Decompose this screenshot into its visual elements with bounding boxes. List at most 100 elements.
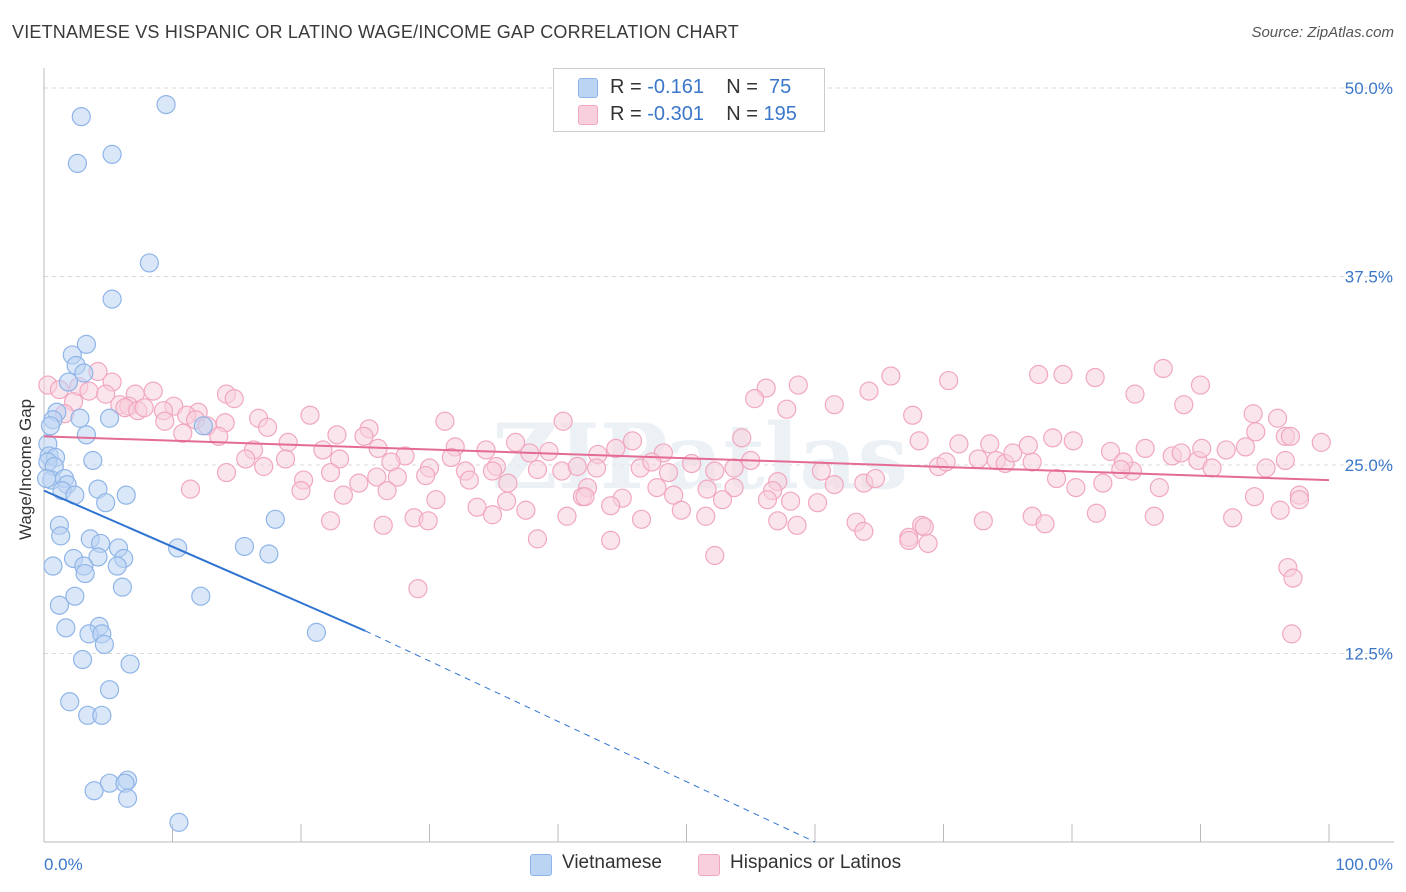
hispanic-point (724, 478, 744, 498)
hispanic-point (1244, 487, 1265, 507)
vietnamese-point (96, 493, 116, 513)
hispanic-point (968, 449, 988, 469)
vietnamese-point (40, 416, 61, 436)
vietnamese-point (169, 812, 189, 832)
hispanic-point (387, 467, 407, 487)
hispanic-point (1022, 452, 1042, 472)
legend-text-hispanics: R = -0.301 N = 195 (610, 103, 797, 126)
hispanic-point (567, 456, 587, 477)
series-legend: Vietnamese Hispanics or Latinos (0, 850, 1406, 880)
hispanic-point (209, 426, 229, 446)
r-label: R = (610, 103, 648, 125)
legend-label-hispanics: Hispanics or Latinos (730, 852, 902, 873)
hispanics-swatch (578, 105, 598, 125)
hispanic-point (1093, 473, 1113, 493)
vietnamese-point (70, 408, 90, 428)
vietnamese-swatch (530, 854, 552, 876)
hispanic-point (278, 432, 298, 452)
hispanic-point (1270, 500, 1290, 520)
hispanic-point (757, 490, 778, 510)
vietnamese-point (116, 485, 136, 505)
hispanic-point (854, 521, 874, 541)
hispanic-point (300, 405, 320, 425)
vietnamese-point (74, 363, 94, 383)
hispanic-point (441, 447, 461, 468)
hispanic-point (939, 370, 959, 391)
vietnamese-point (51, 526, 71, 546)
hispanic-point (1063, 431, 1083, 451)
hispanic-point (418, 511, 438, 531)
hispanic-point (811, 461, 832, 481)
hispanic-point (606, 438, 626, 459)
vietnamese-point (49, 595, 70, 615)
vietnamese-point (306, 622, 327, 642)
hispanic-point (918, 533, 938, 554)
vietnamese-point (259, 544, 279, 564)
r-value: -0.161 (647, 76, 704, 98)
hispanic-point (914, 517, 934, 537)
hispanic-point (96, 384, 116, 404)
hispanic-point (320, 511, 341, 531)
hispanic-point (705, 545, 725, 566)
x-tick-label: 0.0% (44, 855, 83, 874)
vietnamese-point (265, 509, 285, 529)
hispanic-point (516, 500, 536, 520)
r-label: R = (610, 76, 648, 98)
vietnamese-point (58, 372, 79, 392)
hispanic-point (671, 500, 691, 520)
hispanic-point (527, 459, 548, 480)
vietnamese-point (76, 425, 97, 445)
hispanic-point (1216, 440, 1236, 460)
x-tick-label: 100.0% (1335, 855, 1393, 874)
hispanic-point (899, 530, 919, 551)
hispanic-point (1100, 441, 1121, 462)
vietnamese-point (83, 450, 103, 471)
hispanic-point (367, 467, 387, 487)
vietnamese-point (234, 536, 255, 557)
n-value: 195 (763, 103, 797, 125)
hispanic-point (1135, 438, 1155, 459)
vietnamese-point (102, 144, 122, 164)
hispanic-point (865, 468, 885, 489)
vietnamese-trendline-extension (365, 630, 816, 843)
hispanic-point (467, 497, 487, 517)
hispanic-point (459, 470, 479, 490)
vietnamese-point (72, 649, 93, 670)
hispanic-point (1111, 459, 1131, 480)
hispanic-point (327, 425, 347, 445)
hispanic-point (859, 381, 879, 401)
hispanic-point (1283, 568, 1303, 588)
hispanic-point (79, 381, 99, 401)
hispanic-point (1243, 404, 1263, 424)
vietnamese-point (36, 468, 57, 489)
hispanic-point (1223, 508, 1243, 528)
hispanic-point (497, 491, 517, 511)
hispanic-point (647, 478, 667, 498)
hispanic-point (1125, 384, 1145, 404)
vietnamese-point (193, 416, 213, 436)
hispanic-point (257, 417, 278, 437)
chart-title: VIETNAMESE VS HISPANIC OR LATINO WAGE/IN… (12, 22, 739, 42)
hispanic-point (787, 515, 807, 535)
hispanic-point (909, 431, 929, 451)
hispanic-point (949, 434, 969, 454)
vietnamese-point (67, 153, 88, 173)
hispanic-point (1066, 478, 1086, 498)
hispanic-point (1192, 438, 1212, 459)
hispanic-point (557, 506, 577, 526)
hispanic-point (601, 496, 621, 516)
correlation-legend: R = -0.161 N = 75 R = -0.301 N = 195 (553, 68, 825, 132)
vietnamese-point (102, 289, 122, 309)
y-tick-label: 12.5% (1345, 645, 1393, 664)
hispanic-point (291, 481, 311, 501)
vietnamese-point (191, 586, 211, 606)
legend-row-hispanics: R = -0.301 N = 195 (554, 101, 824, 127)
hispanic-point (1043, 428, 1063, 448)
hispanic-point (807, 493, 828, 513)
hispanics-swatch (698, 854, 720, 876)
vietnamese-point (75, 563, 95, 584)
hispanic-point (1144, 506, 1164, 526)
hispanic-point (254, 456, 274, 477)
hispanic-point (539, 441, 559, 462)
